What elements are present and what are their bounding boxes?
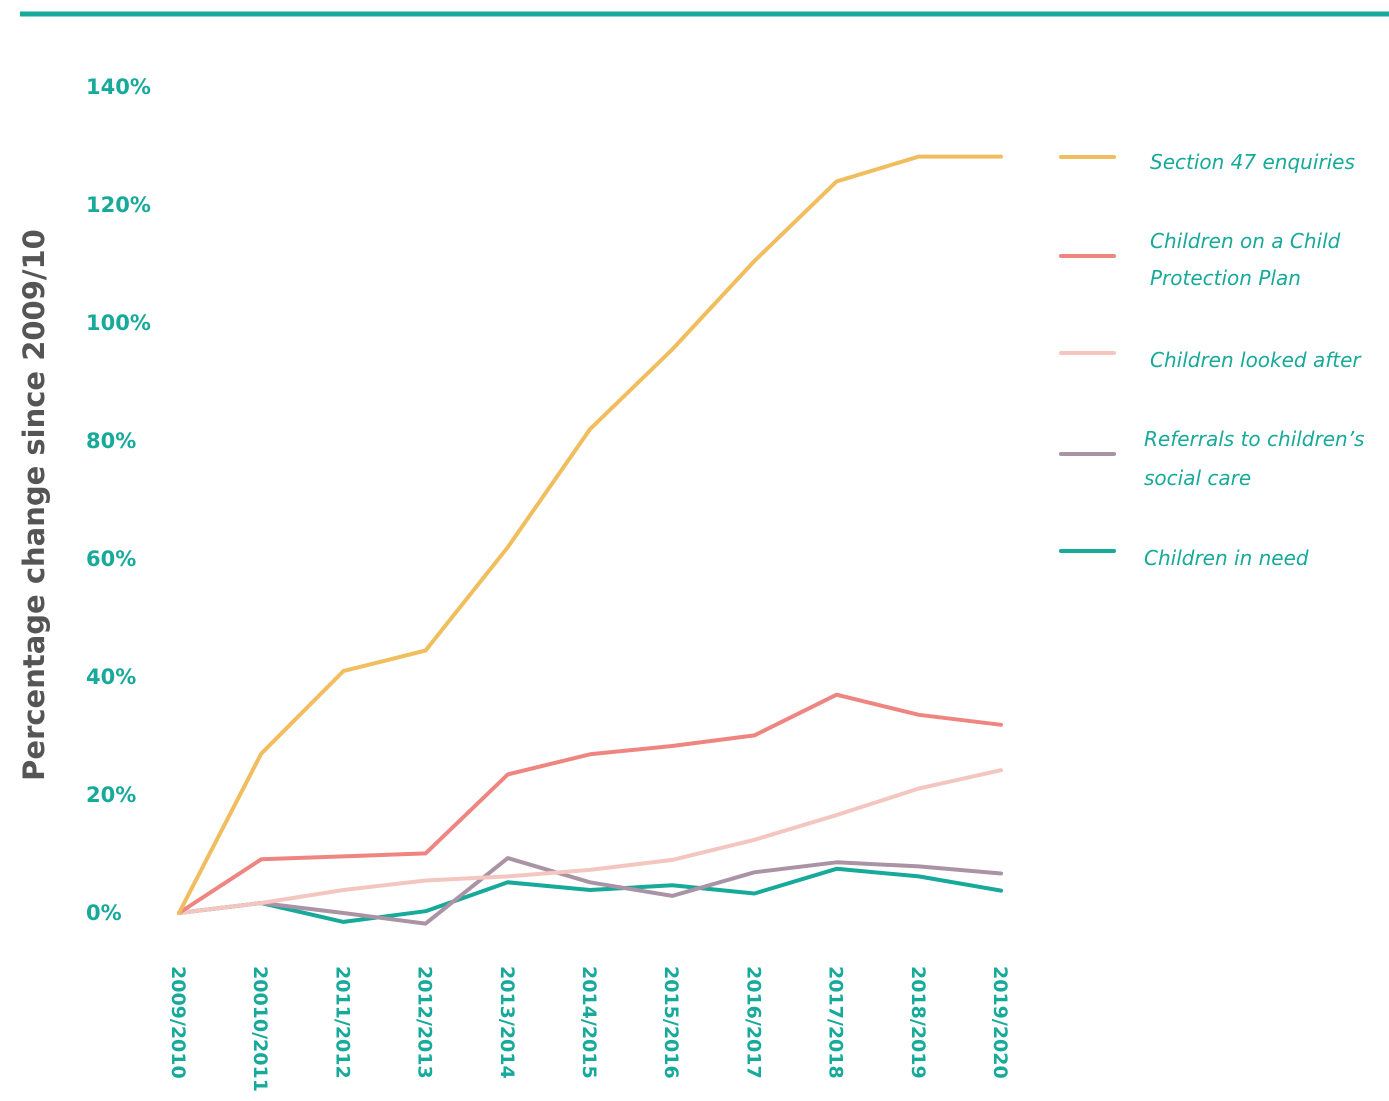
y-tick-label: 120% [86, 193, 151, 217]
y-axis-label: Percentage change since 2009/10 [17, 229, 51, 781]
y-tick-label: 0% [86, 901, 122, 925]
x-tick-label: 2013/2014 [496, 966, 518, 1079]
x-tick-label: 2018/2019 [907, 966, 929, 1079]
legend-label: social care [1144, 466, 1251, 490]
x-tick-label: 2012/2013 [414, 966, 436, 1079]
series-line [177, 856, 1003, 926]
legend-label: Section 47 enquiries [1150, 150, 1355, 174]
y-tick-label: 140% [86, 75, 151, 99]
x-tick-label: 2009/2010 [167, 966, 189, 1079]
y-tick-label: 60% [86, 547, 136, 571]
x-tick-label: 2017/2018 [825, 966, 847, 1079]
series-line [177, 692, 1003, 915]
x-tick-label: 2019/2020 [989, 966, 1011, 1079]
x-axis-ticks: 2009/2010 20010/2011 2011/2012 2012/2013 201… [167, 966, 1011, 1092]
y-tick-label: 80% [86, 429, 136, 453]
legend-label: Referrals to children’s [1144, 427, 1364, 451]
x-tick-label: 2016/2017 [742, 966, 764, 1079]
legend-label: Children on a Child [1150, 229, 1341, 253]
plot-lines [177, 154, 1003, 926]
legend-label: Protection Plan [1150, 266, 1301, 290]
y-axis-ticks: 0% 20% 40% 60% 80% 100% 120% 140% [86, 75, 151, 925]
series-line [177, 154, 1003, 915]
legend: Section 47 enquiries Children on a Child P… [1059, 150, 1364, 570]
series-line [177, 768, 1003, 915]
y-tick-label: 100% [86, 311, 151, 335]
x-tick-label: 2014/2015 [578, 966, 600, 1079]
x-tick-label: 2015/2016 [660, 966, 682, 1079]
legend-label: Children in need [1144, 546, 1309, 570]
y-tick-label: 20% [86, 783, 136, 807]
x-tick-label: 20010/2011 [249, 966, 271, 1092]
x-tick-label: 2011/2012 [331, 966, 353, 1079]
legend-label: Children looked after [1150, 348, 1362, 372]
y-tick-label: 40% [86, 665, 136, 689]
series-line [177, 866, 1003, 924]
